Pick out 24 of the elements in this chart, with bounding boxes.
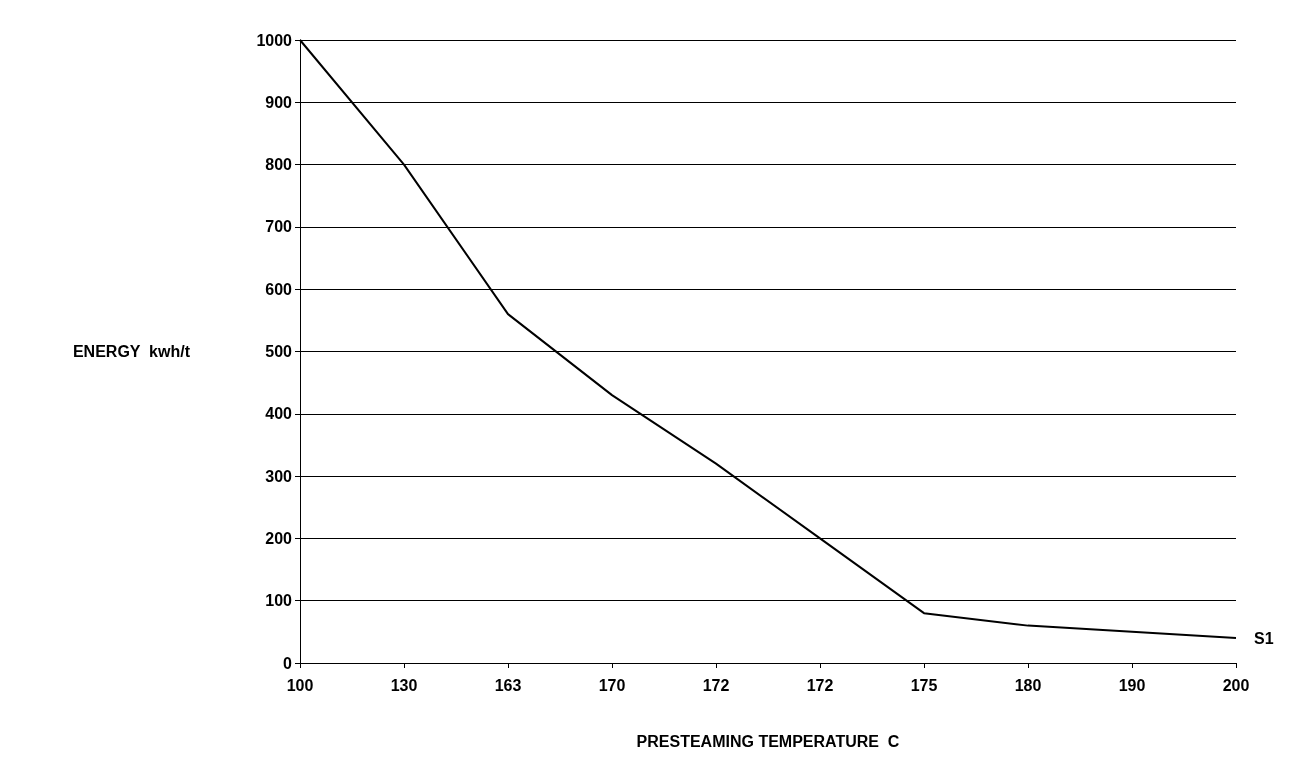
x-tick-label: 130 (390, 676, 418, 694)
y-axis-title: ENERGY kwh/t (72, 343, 191, 360)
y-tick-label: 300 (265, 467, 293, 485)
x-axis-title: PRESTEAMING TEMPERATURE C (636, 732, 900, 750)
y-tick-label: 700 (265, 218, 293, 236)
y-tick-label: 500 (265, 343, 293, 360)
y-tick-label: 0 (283, 654, 293, 672)
y-tick-label: 100 (265, 592, 293, 610)
y-tick-label: 900 (265, 93, 293, 111)
x-tick-label: 163 (494, 676, 522, 694)
x-tick-label: 190 (1118, 676, 1146, 694)
series-label: S1 (1254, 629, 1274, 647)
x-tick-label: 200 (1222, 676, 1250, 694)
x-tick-label: 172 (806, 676, 834, 694)
x-tick-label: 172 (702, 676, 730, 694)
x-tick-label: 180 (1014, 676, 1042, 694)
y-tick-label: 1000 (256, 31, 293, 49)
x-tick-label: 175 (910, 676, 938, 694)
y-tick-label: 800 (265, 156, 293, 174)
y-tick-label: 200 (265, 529, 293, 547)
y-tick-label: 600 (265, 280, 293, 298)
x-tick-label: 170 (598, 676, 626, 694)
x-tick-label: 100 (286, 676, 314, 694)
y-tick-label: 400 (265, 405, 293, 423)
